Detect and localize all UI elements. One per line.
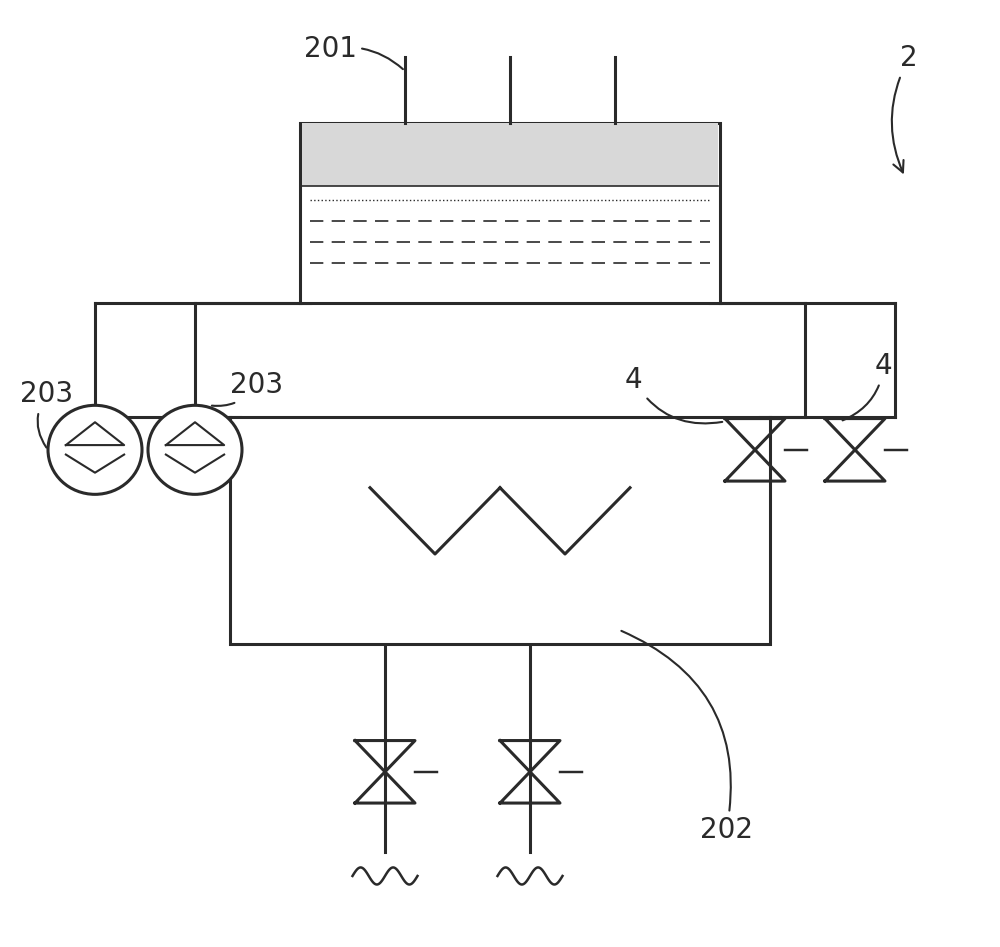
Text: 203: 203 xyxy=(212,371,283,406)
Bar xyxy=(300,123,720,303)
Circle shape xyxy=(148,405,242,494)
Bar xyxy=(230,417,770,644)
Text: 203: 203 xyxy=(20,381,73,448)
Bar xyxy=(302,123,718,186)
Circle shape xyxy=(48,405,142,494)
Text: 4: 4 xyxy=(843,352,893,420)
Text: 2: 2 xyxy=(892,45,918,172)
Text: 202: 202 xyxy=(621,631,753,844)
Text: 4: 4 xyxy=(625,366,722,423)
Text: 201: 201 xyxy=(304,35,403,69)
